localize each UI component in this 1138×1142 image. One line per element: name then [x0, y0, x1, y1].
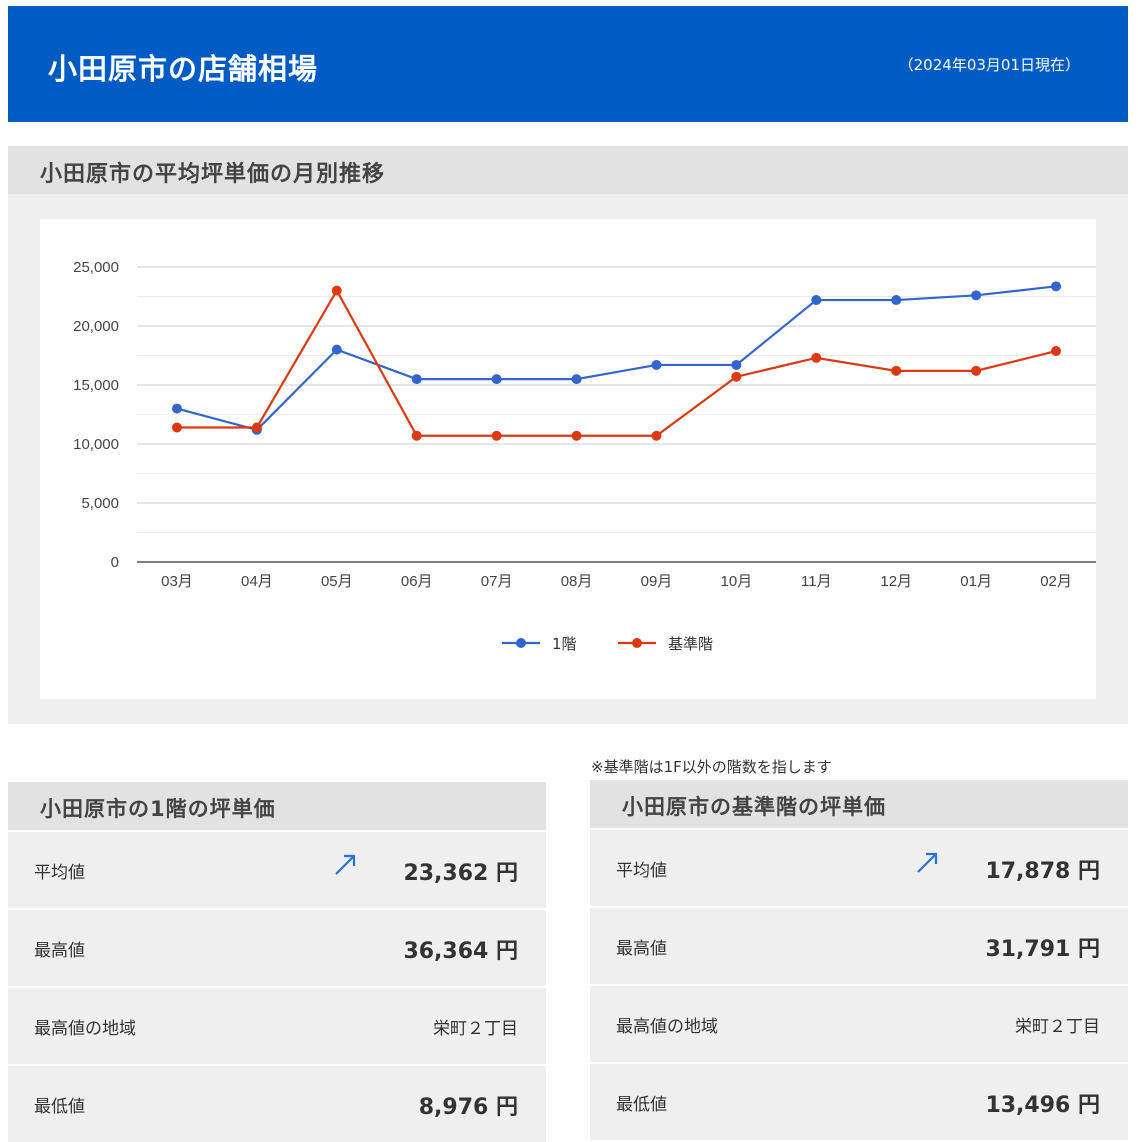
stat-value: 17,878 円: [985, 859, 1100, 884]
stat-label: 最低値: [616, 1095, 667, 1115]
stat-row-average: 平均値 17,878 円: [590, 830, 1128, 906]
panel-1f-title: 小田原市の1階の坪単価: [8, 782, 546, 830]
x-tick-label: 08月: [561, 573, 593, 590]
data-point: [251, 422, 262, 433]
panel-standard-title: 小田原市の基準階の坪単価: [590, 780, 1128, 828]
x-tick-label: 10月: [721, 573, 753, 590]
stat-label: 最高値: [34, 941, 85, 961]
arrow-up-right-icon: [917, 852, 938, 873]
stat-label: 平均値: [34, 863, 85, 883]
data-point: [571, 374, 582, 385]
stat-label: 最高値の地域: [34, 1019, 136, 1039]
stat-value: 31,791 円: [985, 937, 1100, 962]
y-tick-label: 5,000: [81, 495, 119, 512]
stat-row-max-area: 最高値の地域 栄町２丁目: [590, 986, 1128, 1062]
data-point: [651, 359, 662, 370]
stat-value: 23,362 円: [403, 861, 518, 886]
data-point: [411, 430, 422, 441]
x-tick-label: 09月: [641, 573, 673, 590]
stat-value: 8,976 円: [418, 1095, 518, 1120]
data-point: [971, 365, 982, 376]
data-point: [891, 295, 902, 306]
stat-value: 栄町２丁目: [433, 1019, 518, 1039]
data-point: [411, 374, 422, 385]
x-tick-label: 03月: [161, 573, 193, 590]
data-point: [731, 359, 742, 370]
legend-label: 1階: [552, 635, 577, 653]
x-tick-label: 07月: [481, 573, 513, 590]
data-point: [331, 344, 342, 355]
y-tick-label: 0: [111, 554, 119, 571]
data-point: [491, 374, 502, 385]
panel-standard-floor: 小田原市の基準階の坪単価 平均値 17,878 円 最高値 31,791 円 最…: [590, 780, 1128, 1140]
x-tick-label: 04月: [241, 573, 273, 590]
series-line: [176, 285, 1057, 432]
data-point: [1051, 281, 1062, 292]
arrow-up-right-icon: [335, 854, 356, 875]
stat-row-max: 最高値 31,791 円: [590, 908, 1128, 984]
stat-row-min: 最低値 13,496 円: [590, 1064, 1128, 1140]
stat-label: 最低値: [34, 1097, 85, 1117]
legend-swatch-dot: [632, 638, 642, 648]
chart-section-title: 小田原市の平均坪単価の月別推移: [8, 146, 1128, 194]
line-chart: 0 5,000 10,000 15,000 20,000 25,000 03月 04月 05月 0…: [73, 259, 1096, 653]
data-point: [171, 403, 182, 414]
data-point: [811, 352, 822, 363]
footnote: ※基準階は1F以外の階数を指します: [591, 758, 832, 776]
data-point: [811, 295, 822, 306]
x-tick-label: 05月: [321, 573, 353, 590]
stat-value: 栄町２丁目: [1015, 1017, 1100, 1037]
stat-row-average: 平均値 23,362 円: [8, 832, 546, 908]
data-point: [891, 365, 902, 376]
y-tick-label: 25,000: [73, 259, 119, 276]
y-tick-label: 15,000: [73, 377, 119, 394]
data-point: [491, 430, 502, 441]
x-tick-label: 12月: [880, 573, 912, 590]
y-tick-label: 10,000: [73, 436, 119, 453]
stat-label: 最高値: [616, 939, 667, 959]
x-tick-label: 02月: [1040, 573, 1072, 590]
legend-label: 基準階: [668, 635, 713, 653]
as-of-date: （2024年03月01日現在）: [898, 56, 1080, 74]
stat-value: 36,364 円: [403, 939, 518, 964]
data-point: [331, 285, 342, 296]
stat-value: 13,496 円: [985, 1093, 1100, 1118]
stat-label: 平均値: [616, 861, 667, 881]
y-tick-label: 20,000: [73, 318, 119, 335]
panel-1f: 小田原市の1階の坪単価 平均値 23,362 円 最高値 36,364 円 最高…: [8, 782, 546, 1142]
data-point: [571, 430, 582, 441]
stat-row-max: 最高値 36,364 円: [8, 910, 546, 986]
chart-card: 0 5,000 10,000 15,000 20,000 25,000 03月 04月 05月 0…: [40, 219, 1096, 699]
x-tick-label: 06月: [401, 573, 433, 590]
legend-swatch-dot: [516, 638, 526, 648]
page-title: 小田原市の店舗相場: [48, 52, 319, 86]
data-point: [971, 290, 982, 301]
x-tick-label: 11月: [801, 573, 832, 590]
stat-row-min: 最低値 8,976 円: [8, 1066, 546, 1142]
data-point: [1051, 346, 1062, 357]
stat-label: 最高値の地域: [616, 1017, 718, 1037]
data-point: [171, 422, 182, 433]
series-line: [176, 288, 1057, 437]
x-tick-label: 01月: [960, 573, 992, 590]
stat-row-max-area: 最高値の地域 栄町２丁目: [8, 988, 546, 1064]
data-point: [651, 430, 662, 441]
page-header: 小田原市の店舗相場 （2024年03月01日現在）: [8, 6, 1128, 122]
data-point: [731, 371, 742, 382]
